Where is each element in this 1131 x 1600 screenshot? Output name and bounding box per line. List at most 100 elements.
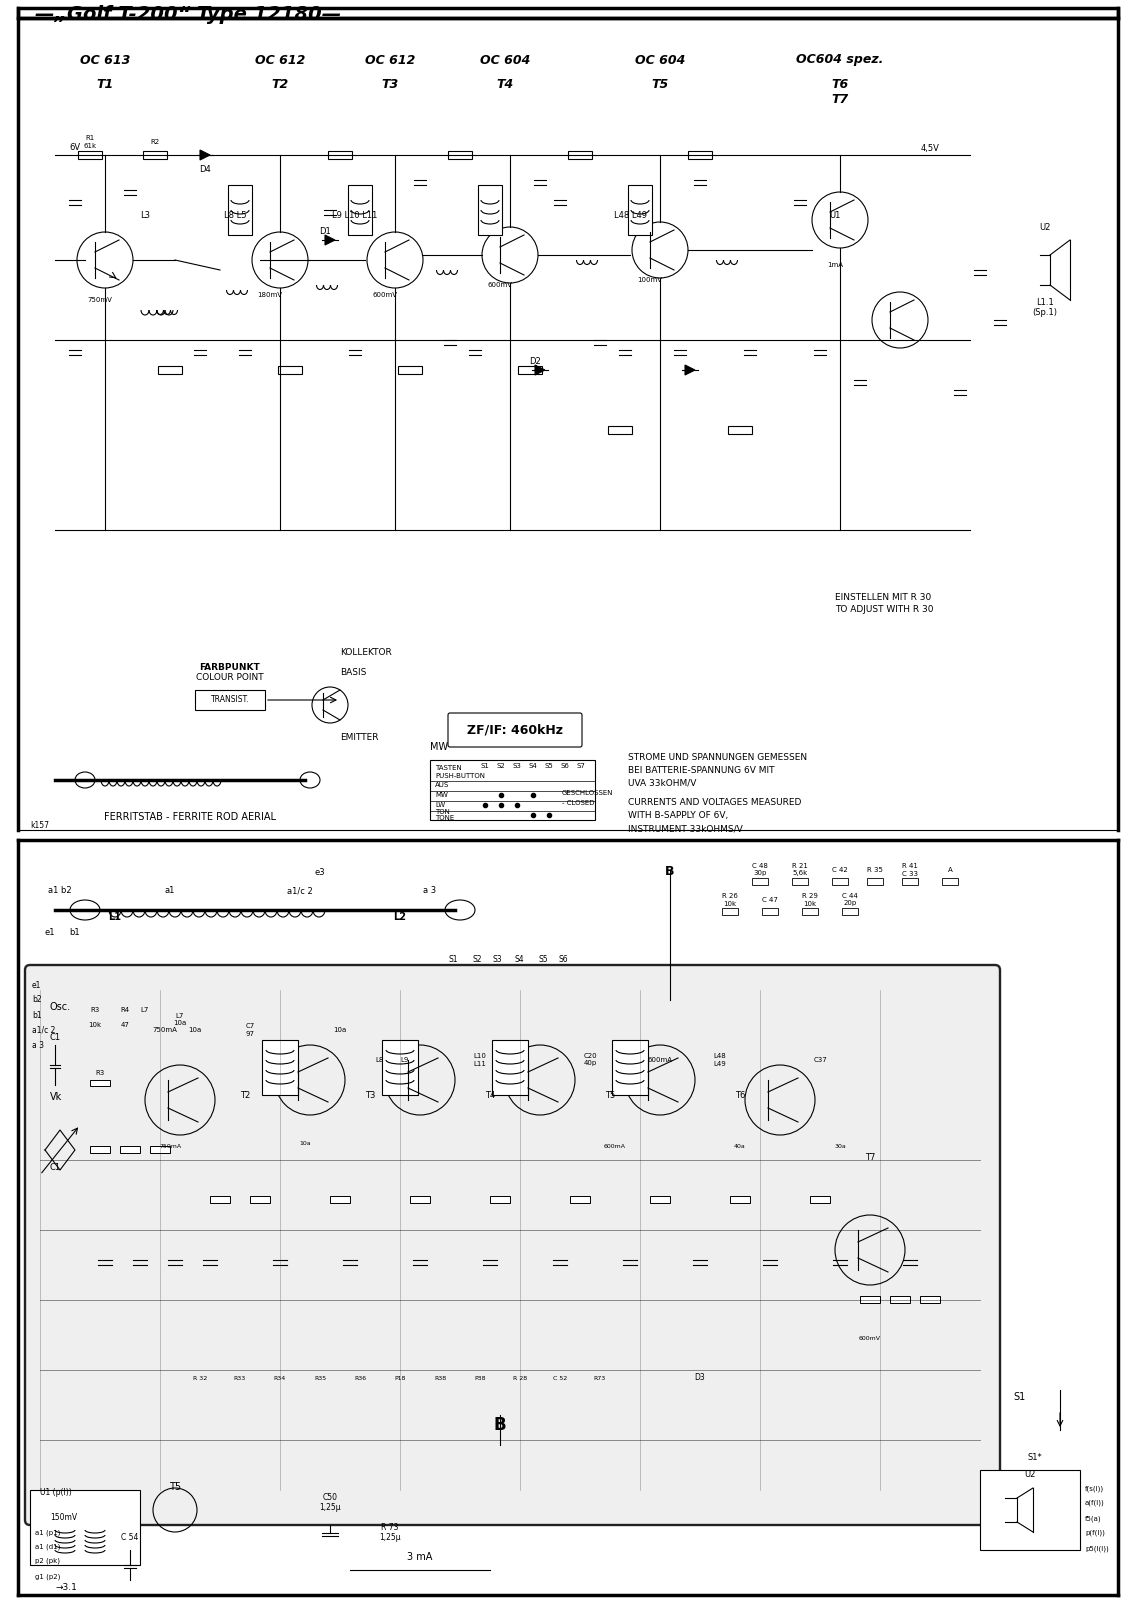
Text: 600mV: 600mV [372,291,397,298]
Text: a(f(l)): a(f(l)) [1085,1501,1105,1507]
Text: S7: S7 [577,763,586,770]
Text: C 52: C 52 [553,1376,567,1381]
Text: PUSH-BUTTON: PUSH-BUTTON [435,773,485,779]
Text: EMITTER: EMITTER [340,733,379,742]
Text: C50
1,25μ: C50 1,25μ [319,1493,340,1512]
Bar [158,366,182,374]
Text: C 48
30p: C 48 30p [752,864,768,877]
Bar [810,1197,830,1203]
Text: R 26
10k: R 26 10k [722,893,737,907]
FancyBboxPatch shape [448,714,582,747]
Text: Vk: Vk [50,1091,62,1102]
Text: U2: U2 [1039,222,1051,232]
Text: R 32: R 32 [193,1376,207,1381]
Text: OC 612: OC 612 [365,53,415,67]
Text: TRANSIST.: TRANSIST. [210,696,249,704]
Text: 600mA: 600mA [648,1058,673,1062]
Bar [278,366,302,374]
Text: S4: S4 [528,763,537,770]
Text: 10a: 10a [334,1027,346,1034]
Text: T6: T6 [735,1091,745,1099]
Text: C37: C37 [813,1058,827,1062]
Bar [90,1146,110,1154]
Bar [792,878,808,885]
Text: 750mV: 750mV [87,298,112,302]
Text: C1: C1 [50,1034,61,1042]
Text: f(s(l)): f(s(l)) [1085,1485,1104,1491]
Text: R38: R38 [434,1376,446,1381]
Text: R3: R3 [90,1006,100,1013]
Bar [903,878,918,885]
Text: C 44
20p: C 44 20p [843,893,858,907]
Text: T4: T4 [485,1091,495,1099]
Text: FERRITSTAB - FERRITE ROD AERIAL: FERRITSTAB - FERRITE ROD AERIAL [104,813,276,822]
Text: D4: D4 [199,165,210,174]
Text: T4: T4 [497,78,513,91]
Text: CURRENTS AND VOLTAGES MEASURED: CURRENTS AND VOLTAGES MEASURED [628,798,802,806]
Bar [382,1040,418,1094]
Bar [688,150,713,158]
Text: →3.1: →3.1 [55,1582,77,1592]
Text: a 3: a 3 [423,886,437,894]
Polygon shape [200,150,210,160]
Text: a1/c 2: a1/c 2 [32,1026,55,1035]
Text: STROME UND SPANNUNGEN GEMESSEN: STROME UND SPANNUNGEN GEMESSEN [628,754,808,762]
Bar [150,1146,170,1154]
Bar [250,1197,270,1203]
Bar [802,909,818,915]
Polygon shape [325,235,335,245]
Bar [448,150,472,158]
Bar [752,878,768,885]
Text: OC604 spez.: OC604 spez. [796,53,883,67]
Text: S3: S3 [512,763,521,770]
Text: R3: R3 [95,1070,105,1075]
Text: S1: S1 [448,955,458,963]
Bar [492,1040,528,1094]
Text: L8: L8 [375,1058,385,1062]
Text: T3: T3 [365,1091,375,1099]
Bar [478,186,502,235]
Text: 600mV: 600mV [487,282,512,288]
Text: a1/c 2: a1/c 2 [287,886,313,894]
Text: EINSTELLEN MIT R 30: EINSTELLEN MIT R 30 [835,594,931,602]
Text: R34: R34 [274,1376,286,1381]
Text: KOLLEKTOR: KOLLEKTOR [340,648,391,658]
Text: FARBPUNKT: FARBPUNKT [200,662,260,672]
Text: U1: U1 [829,211,840,219]
Text: U2: U2 [1025,1470,1036,1478]
Text: T5: T5 [651,78,668,91]
Text: B: B [665,866,675,878]
Text: e1: e1 [32,981,42,989]
Bar [942,878,958,885]
Bar [628,186,651,235]
Text: p(f(l)): p(f(l)) [1085,1530,1105,1536]
Text: OC 604: OC 604 [480,53,530,67]
Text: R 21
5,6k: R 21 5,6k [792,864,808,877]
Text: L48 L49: L48 L49 [613,211,647,219]
Text: 4,5V: 4,5V [921,144,940,152]
Text: 30a: 30a [835,1144,846,1149]
Text: R4: R4 [120,1006,130,1013]
Bar [570,1197,590,1203]
Text: LW: LW [435,802,446,808]
Text: L2: L2 [394,912,406,922]
Text: D3: D3 [694,1373,706,1382]
Text: f5(a): f5(a) [1085,1515,1102,1522]
Bar [762,909,778,915]
Text: 150mV: 150mV [50,1514,77,1522]
Text: L8 L5: L8 L5 [224,211,247,219]
Text: 10a: 10a [189,1027,201,1034]
Text: L7
10a: L7 10a [173,1013,187,1026]
Text: - CLOSED: - CLOSED [562,800,595,806]
Text: TASTEN: TASTEN [435,765,461,771]
Text: BEI BATTERIE-SPANNUNG 6V MIT: BEI BATTERIE-SPANNUNG 6V MIT [628,766,775,774]
Bar [650,1197,670,1203]
Text: g1 (p2): g1 (p2) [35,1573,60,1579]
Text: R1
61k: R1 61k [84,136,96,149]
Text: P38: P38 [474,1376,485,1381]
Text: C 47: C 47 [762,898,778,902]
Text: a1 (d1): a1 (d1) [35,1542,60,1549]
Text: 40a: 40a [734,1144,745,1149]
Text: p5(l(l)): p5(l(l)) [1085,1546,1108,1552]
Text: S5: S5 [538,955,547,963]
